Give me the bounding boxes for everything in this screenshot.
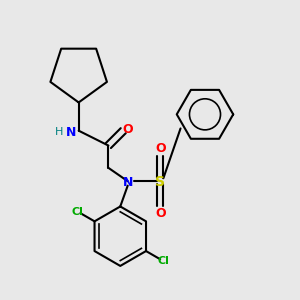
Text: Cl: Cl [71, 207, 83, 217]
Text: O: O [155, 142, 166, 155]
Text: N: N [66, 126, 76, 139]
Text: N: N [122, 176, 133, 189]
Text: Cl: Cl [157, 256, 169, 266]
Text: O: O [122, 123, 133, 136]
Text: O: O [155, 207, 166, 220]
Text: S: S [155, 175, 165, 189]
Text: H: H [55, 127, 64, 137]
